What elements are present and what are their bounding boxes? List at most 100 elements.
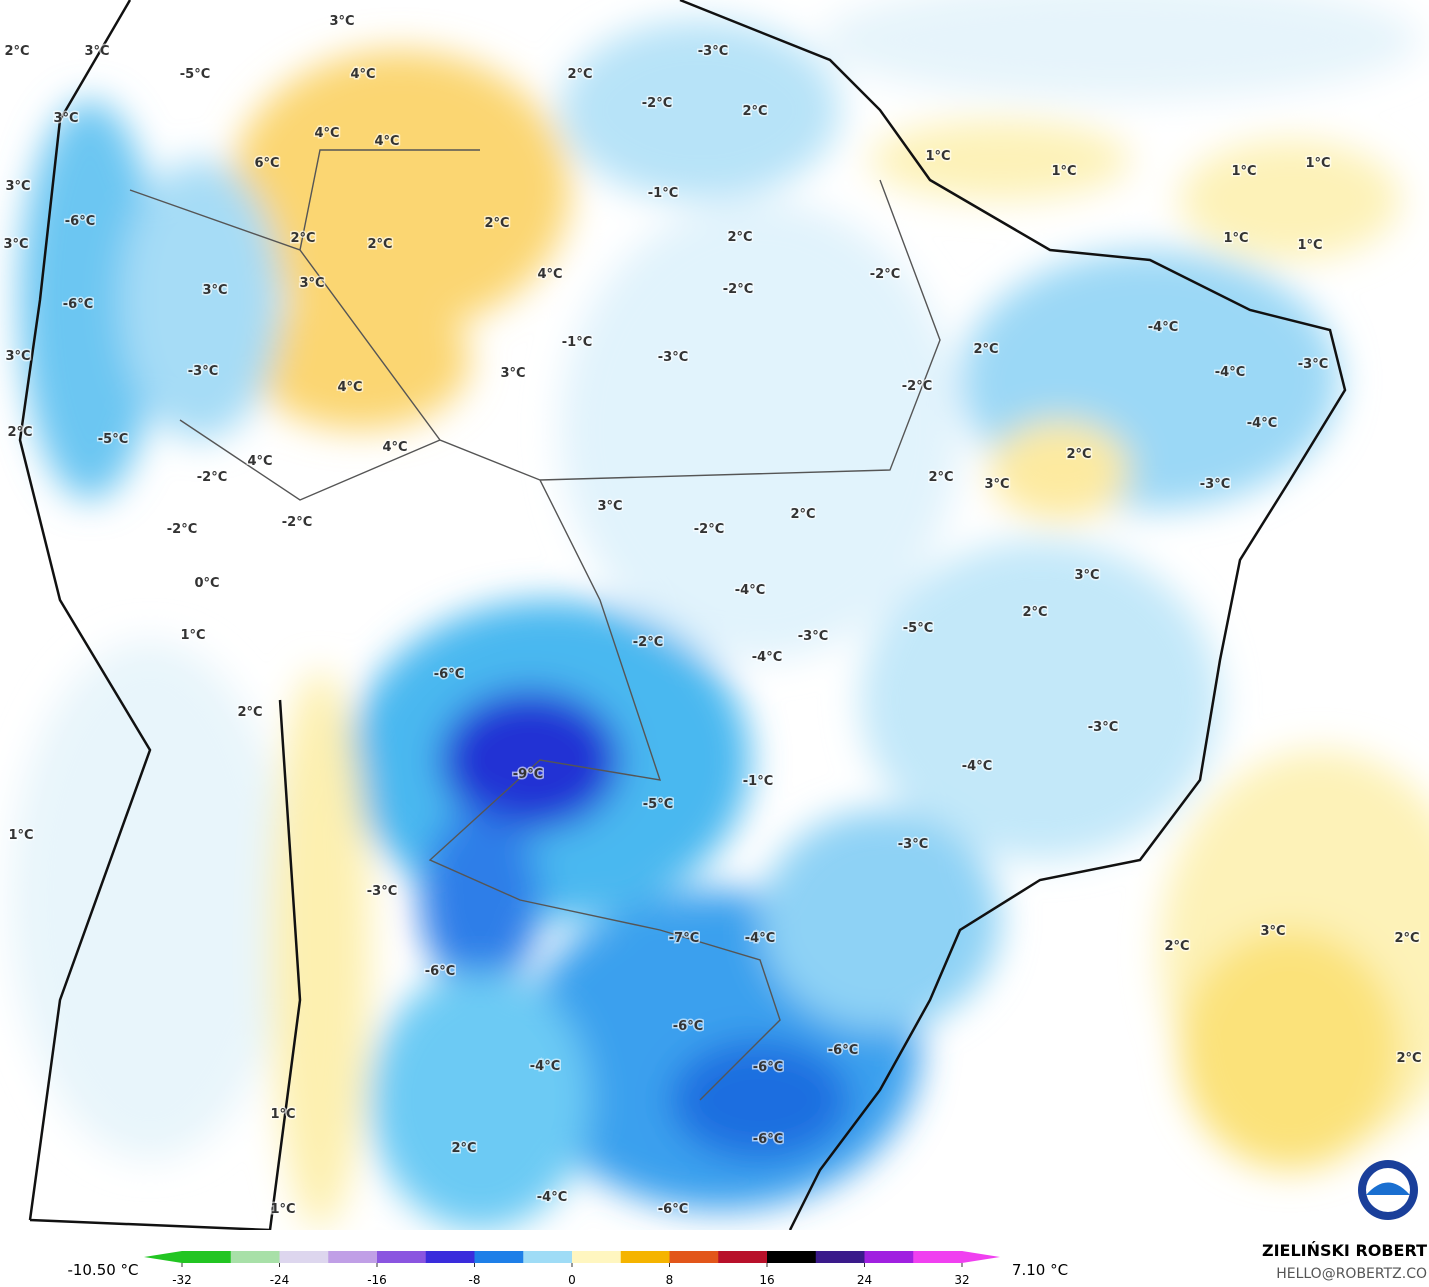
temp-label: 4°C <box>382 440 407 455</box>
temp-label: 2°C <box>451 1141 476 1156</box>
map-background <box>10 0 1429 1232</box>
temp-label: -6°C <box>753 1132 783 1147</box>
temp-label: -6°C <box>434 667 464 682</box>
colorbar-segment <box>815 1251 865 1263</box>
temp-label: 2°C <box>742 104 767 119</box>
temp-label: 1°C <box>270 1202 295 1217</box>
temp-label: 1°C <box>925 149 950 164</box>
temp-label: 2°C <box>484 216 509 231</box>
colorbar-segment <box>767 1251 817 1263</box>
colorbar-segment <box>377 1251 427 1263</box>
temp-label: -3°C <box>698 44 728 59</box>
temp-label: 3°C <box>5 349 30 364</box>
credit-email: HELLO@ROBERTZ.CO <box>1276 1266 1427 1282</box>
temp-label: 2°C <box>1396 1051 1421 1066</box>
temp-label: -2°C <box>694 522 724 537</box>
temp-label: -6°C <box>828 1043 858 1058</box>
temp-label: -2°C <box>642 96 672 111</box>
colorbar-segment <box>864 1251 914 1263</box>
colorbar-segment <box>425 1251 475 1263</box>
temp-label: 1°C <box>1223 231 1248 246</box>
colorbar-tick-label: -16 <box>367 1273 387 1287</box>
colorbar-segment <box>669 1251 719 1263</box>
temp-label: 2°C <box>290 231 315 246</box>
temp-label: -2°C <box>197 470 227 485</box>
temp-label: 4°C <box>337 380 362 395</box>
temp-label: -1°C <box>648 186 678 201</box>
temp-label: 2°C <box>928 470 953 485</box>
colorbar-tick-label: 8 <box>666 1273 674 1287</box>
temp-label: 2°C <box>1164 939 1189 954</box>
temp-label: 2°C <box>567 67 592 82</box>
colorbar-arrow-left <box>144 1251 182 1263</box>
temp-label: 1°C <box>1051 164 1076 179</box>
temp-label: -9°C <box>513 767 543 782</box>
temp-label: -3°C <box>188 364 218 379</box>
temp-label: -3°C <box>898 837 928 852</box>
temp-label: 3°C <box>500 366 525 381</box>
temp-label: 3°C <box>84 44 109 59</box>
temp-label: 2°C <box>973 342 998 357</box>
temp-label: -4°C <box>1215 365 1245 380</box>
temp-label: 3°C <box>3 237 28 252</box>
temp-label: 2°C <box>727 230 752 245</box>
temp-label: 1°C <box>1297 238 1322 253</box>
temp-label: 1°C <box>1305 156 1330 171</box>
temp-label: -6°C <box>673 1019 703 1034</box>
colorbar-segment <box>230 1251 280 1263</box>
temp-label: -4°C <box>1148 320 1178 335</box>
temp-label: -3°C <box>798 629 828 644</box>
temp-label: -4°C <box>530 1059 560 1074</box>
credit-name: ZIELIŃSKI ROBERT <box>1262 1241 1427 1260</box>
temp-label: 1°C <box>180 628 205 643</box>
temp-label: -5°C <box>180 67 210 82</box>
temp-label: 3°C <box>597 499 622 514</box>
colorbar-max: 7.10 °C <box>1012 1261 1068 1279</box>
colorbar-segment <box>182 1251 232 1263</box>
temp-label: -3°C <box>1200 477 1230 492</box>
temp-label: 0°C <box>194 576 219 591</box>
temp-label: -6°C <box>425 964 455 979</box>
colorbar-tick-label: 32 <box>954 1273 969 1287</box>
temp-label: -3°C <box>1088 720 1118 735</box>
temp-label: -2°C <box>282 515 312 530</box>
temp-label: -2°C <box>870 267 900 282</box>
temp-label: -2°C <box>902 379 932 394</box>
temp-label: 2°C <box>237 705 262 720</box>
temp-label: 1°C <box>8 828 33 843</box>
colorbar-segment <box>718 1251 768 1263</box>
colorbar-tick-label: -8 <box>469 1273 481 1287</box>
temp-label: -3°C <box>1298 357 1328 372</box>
temp-label: -2°C <box>723 282 753 297</box>
temp-label: 2°C <box>790 507 815 522</box>
temp-label: -3°C <box>367 884 397 899</box>
temp-label: -6°C <box>63 297 93 312</box>
temp-label: -6°C <box>753 1060 783 1075</box>
temp-label: -1°C <box>562 335 592 350</box>
colorbar-tick-label: 0 <box>568 1273 576 1287</box>
temp-label: -5°C <box>903 621 933 636</box>
colorbar-segment <box>572 1251 622 1263</box>
temp-label: 4°C <box>350 67 375 82</box>
temp-label: 6°C <box>254 156 279 171</box>
temp-label: 2°C <box>4 44 29 59</box>
temp-label: -6°C <box>65 214 95 229</box>
temp-label: 2°C <box>1066 447 1091 462</box>
colorbar-tick-label: -32 <box>172 1273 192 1287</box>
temp-label: -6°C <box>658 1202 688 1217</box>
temp-label: 4°C <box>374 134 399 149</box>
colorbar-segment <box>523 1251 573 1263</box>
colorbar-tick-label: 16 <box>759 1273 774 1287</box>
temp-label: 3°C <box>202 283 227 298</box>
temp-label: 3°C <box>5 179 30 194</box>
temp-label: 3°C <box>984 477 1009 492</box>
temp-label: 3°C <box>1260 924 1285 939</box>
temp-label: 3°C <box>53 111 78 126</box>
temp-label: -3°C <box>658 350 688 365</box>
colorbar-segment <box>328 1251 378 1263</box>
colorbar-tick-label: -24 <box>270 1273 290 1287</box>
temp-label: 2°C <box>1022 605 1047 620</box>
temp-label: -4°C <box>962 759 992 774</box>
